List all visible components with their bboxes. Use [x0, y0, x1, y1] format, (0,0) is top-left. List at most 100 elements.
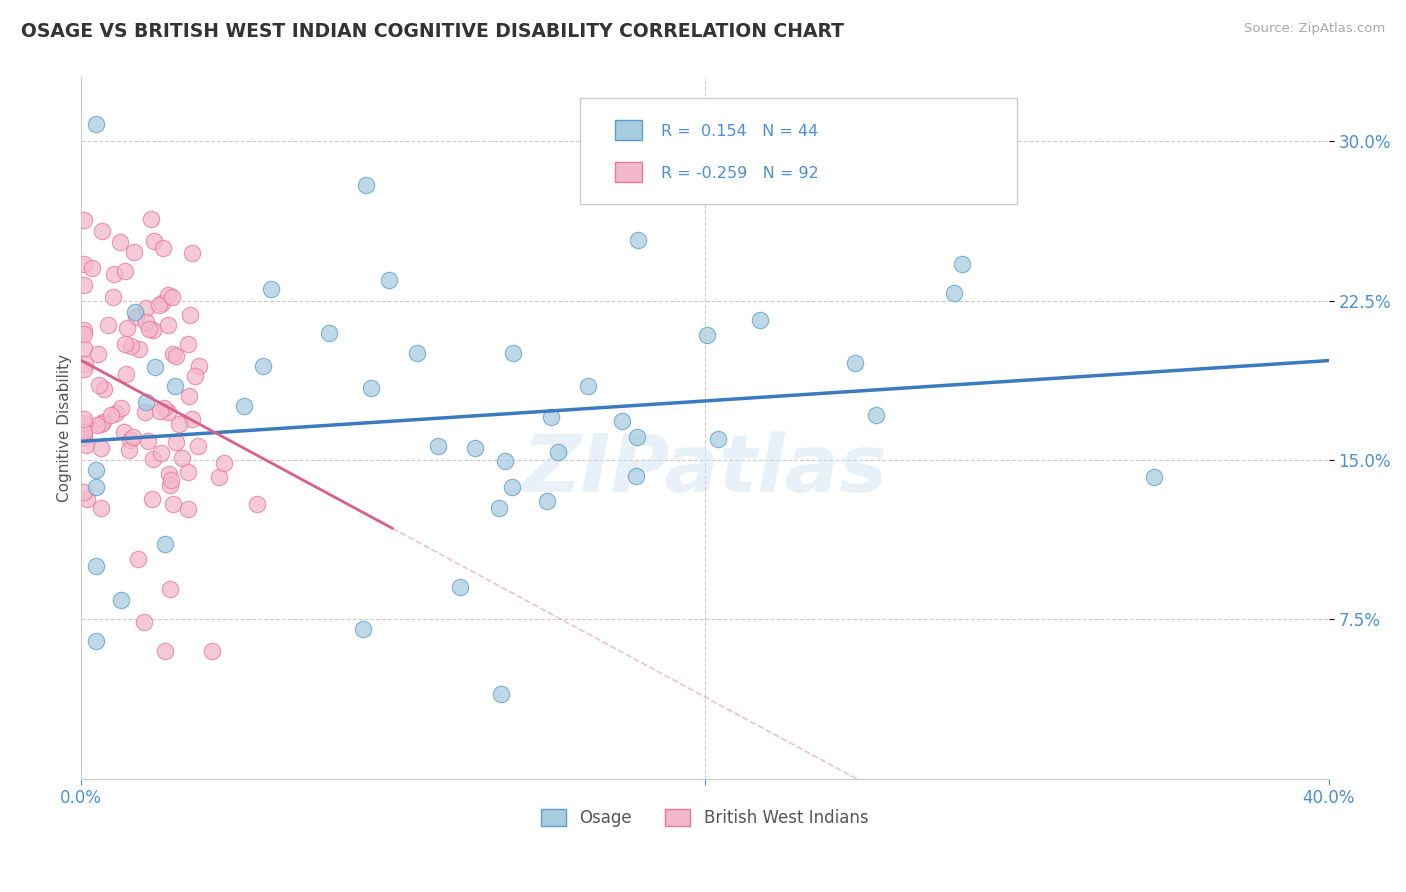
Text: Source: ZipAtlas.com: Source: ZipAtlas.com	[1244, 22, 1385, 36]
Point	[706, 432, 728, 446]
Point	[132, 615, 155, 629]
Point	[72, 429, 94, 443]
Point	[124, 305, 146, 319]
Point	[749, 313, 772, 327]
Point	[157, 405, 180, 419]
Point	[108, 235, 131, 249]
Point	[501, 480, 523, 494]
Point	[76, 492, 98, 507]
Point	[153, 537, 176, 551]
Point	[100, 408, 122, 422]
Point	[86, 418, 108, 433]
Point	[149, 404, 172, 418]
Point	[464, 441, 486, 455]
Point	[110, 401, 132, 415]
Point	[180, 245, 202, 260]
Point	[159, 582, 181, 596]
FancyBboxPatch shape	[579, 98, 1017, 203]
Point	[72, 425, 94, 440]
Point	[162, 347, 184, 361]
Point	[1143, 470, 1166, 484]
Point	[449, 580, 471, 594]
Point	[87, 347, 110, 361]
Point	[138, 322, 160, 336]
Point	[488, 500, 510, 515]
Point	[90, 501, 112, 516]
Point	[318, 326, 340, 341]
Text: ZIPatlas: ZIPatlas	[522, 431, 887, 509]
Point	[259, 282, 281, 296]
Point	[489, 687, 512, 701]
Point	[75, 438, 97, 452]
Point	[406, 346, 429, 360]
Point	[127, 551, 149, 566]
Point	[167, 417, 190, 432]
Point	[82, 261, 104, 276]
Point	[152, 241, 174, 255]
Point	[200, 644, 222, 658]
Point	[540, 410, 562, 425]
Point	[188, 359, 211, 374]
Point	[139, 211, 162, 226]
Point	[118, 433, 141, 447]
Point	[72, 485, 94, 500]
Point	[246, 498, 269, 512]
Point	[153, 401, 176, 416]
Point	[208, 469, 231, 483]
Point	[134, 405, 156, 419]
Point	[212, 456, 235, 470]
Point	[125, 310, 148, 324]
Point	[163, 379, 186, 393]
Point	[177, 502, 200, 516]
Point	[950, 257, 973, 271]
Point	[84, 463, 107, 477]
Point	[352, 622, 374, 636]
Point	[159, 467, 181, 481]
Point	[72, 323, 94, 337]
Point	[360, 381, 382, 395]
Point	[135, 395, 157, 409]
Point	[72, 257, 94, 271]
Point	[943, 286, 966, 301]
Point	[138, 434, 160, 448]
Point	[93, 382, 115, 396]
Point	[122, 245, 145, 260]
Point	[75, 357, 97, 371]
Point	[165, 349, 187, 363]
Point	[610, 414, 633, 428]
Point	[90, 417, 112, 432]
Point	[495, 454, 517, 468]
Point	[159, 477, 181, 491]
Point	[122, 430, 145, 444]
Point	[84, 558, 107, 573]
Y-axis label: Cognitive Disability: Cognitive Disability	[58, 354, 72, 502]
Point	[115, 320, 138, 334]
Point	[72, 424, 94, 438]
Point	[184, 369, 207, 384]
Point	[865, 408, 887, 422]
Point	[91, 415, 114, 429]
Text: OSAGE VS BRITISH WEST INDIAN COGNITIVE DISABILITY CORRELATION CHART: OSAGE VS BRITISH WEST INDIAN COGNITIVE D…	[21, 22, 844, 41]
Point	[162, 497, 184, 511]
Point	[354, 178, 377, 193]
Point	[128, 342, 150, 356]
Point	[844, 356, 866, 370]
Point	[536, 494, 558, 508]
Legend: Osage, British West Indians: Osage, British West Indians	[534, 802, 875, 834]
FancyBboxPatch shape	[614, 162, 643, 182]
Point	[115, 367, 138, 381]
Point	[143, 360, 166, 375]
Point	[73, 362, 96, 376]
Point	[110, 592, 132, 607]
Point	[547, 444, 569, 458]
Point	[170, 451, 193, 466]
Point	[179, 308, 201, 322]
Point	[114, 336, 136, 351]
Point	[187, 439, 209, 453]
Point	[149, 446, 172, 460]
Text: R =  0.154   N = 44: R = 0.154 N = 44	[661, 124, 818, 139]
Point	[157, 288, 180, 302]
Point	[153, 644, 176, 658]
Point	[135, 315, 157, 329]
Point	[627, 233, 650, 247]
